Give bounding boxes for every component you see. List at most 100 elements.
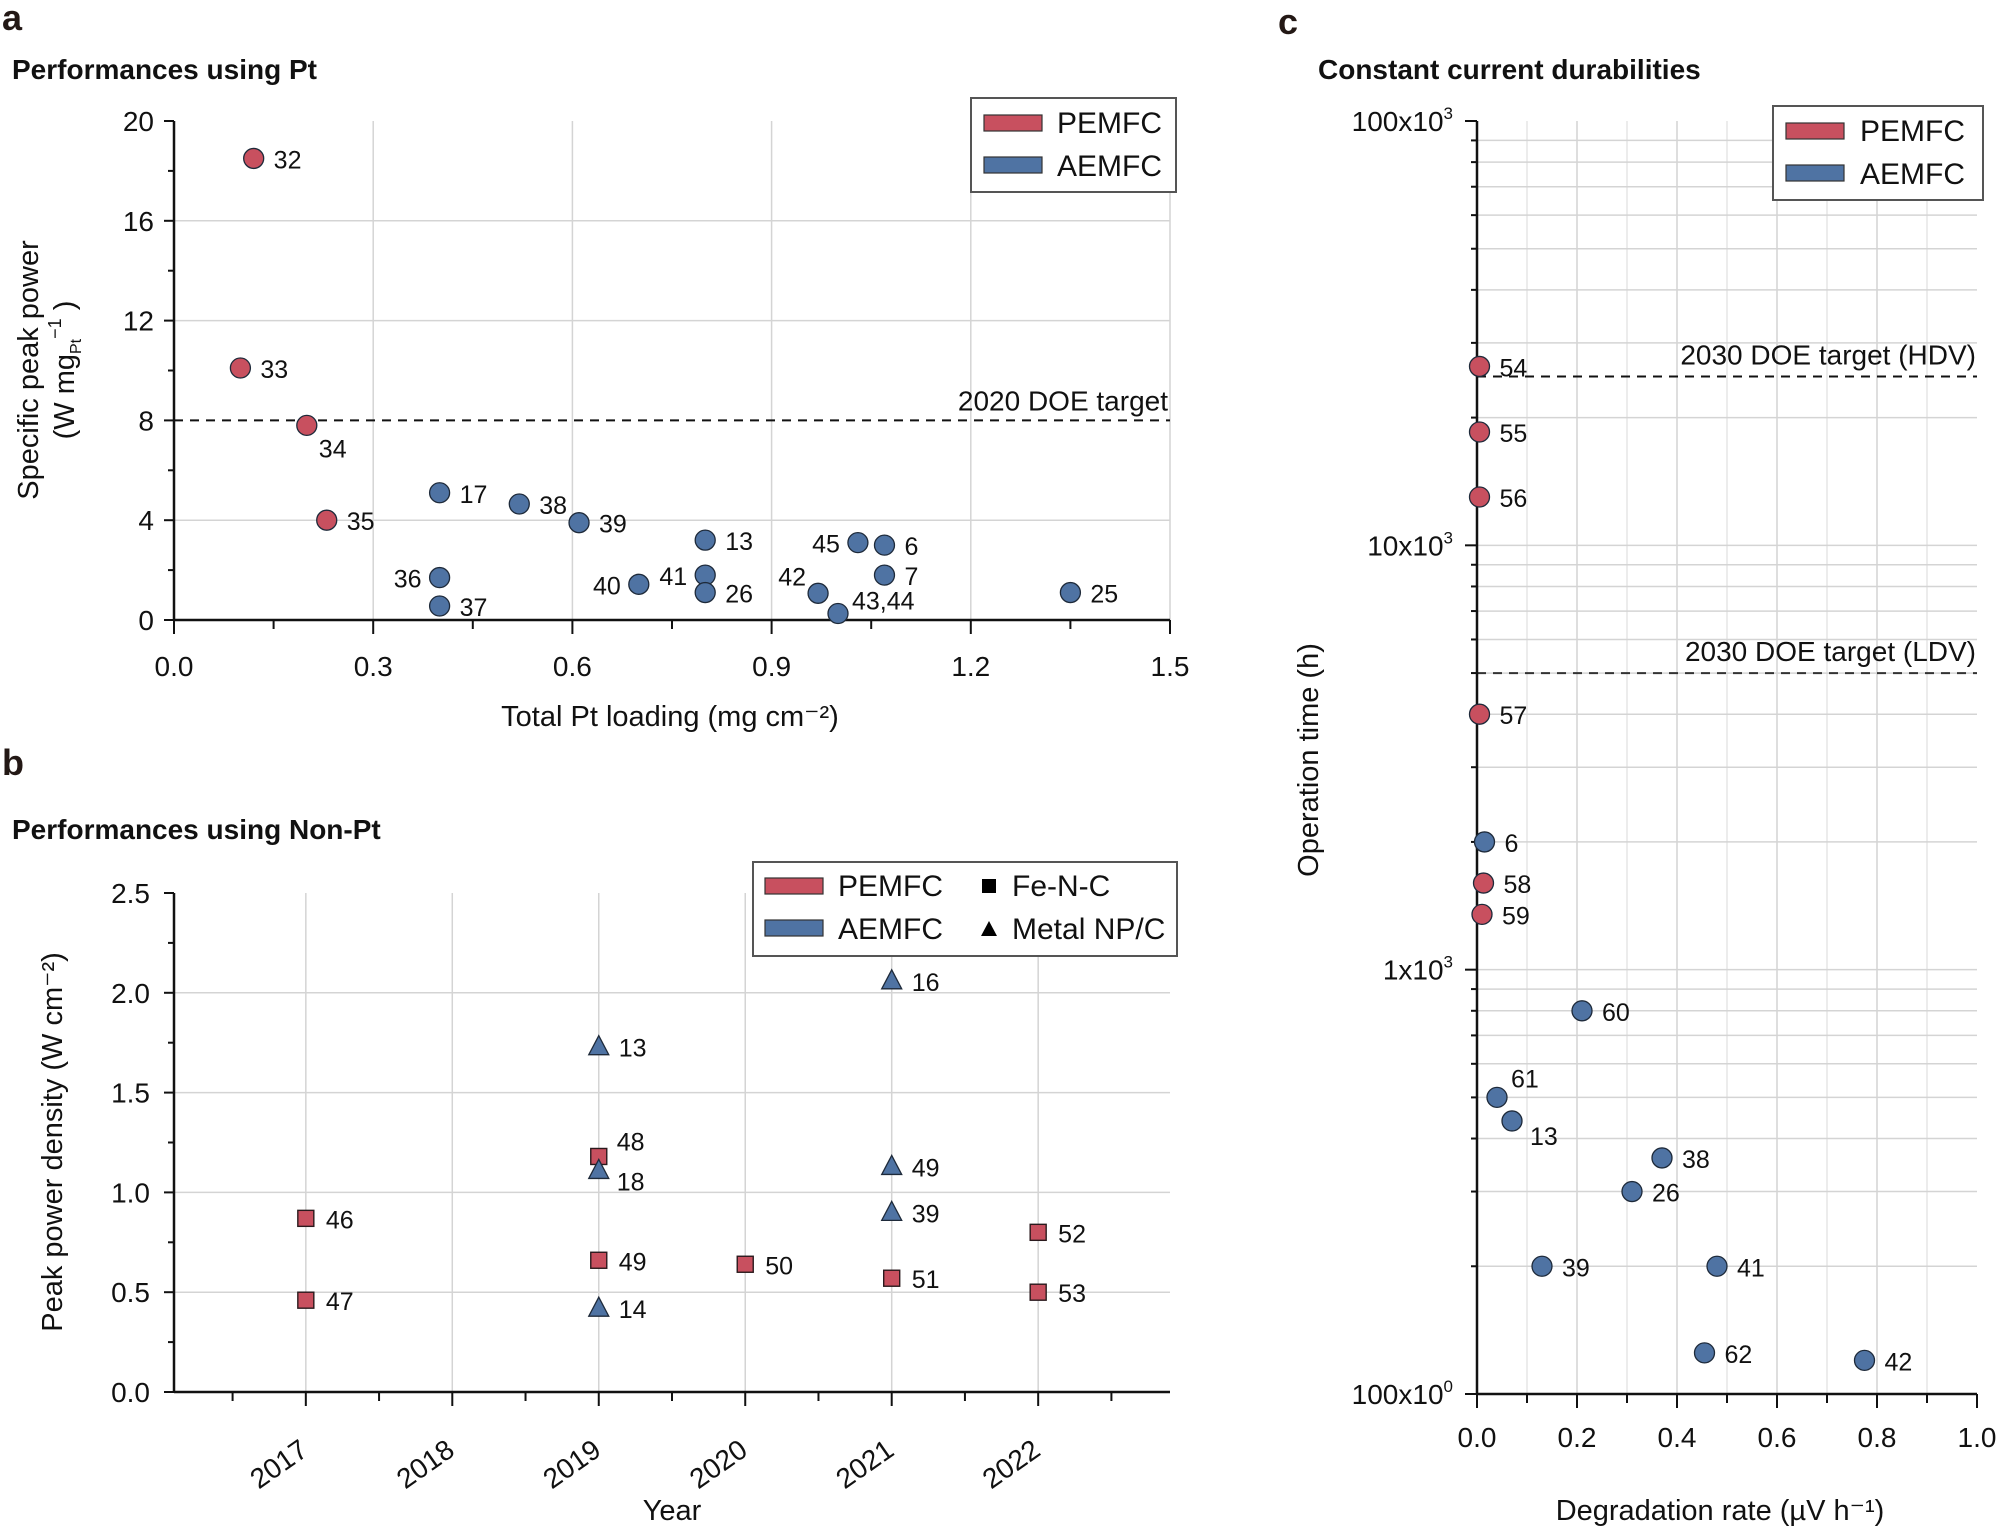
data-label: 36 <box>394 566 422 594</box>
data-label: 41 <box>1737 1254 1765 1282</box>
data-point-aemfc <box>1473 831 1496 853</box>
legend-marker-square-icon <box>982 879 996 893</box>
data-label: 18 <box>617 1168 645 1196</box>
data-label: 56 <box>1500 485 1528 513</box>
data-label: 45 <box>812 531 840 559</box>
data-label: 43,44 <box>852 588 915 616</box>
legend: PEMFC AEMFC <box>1772 105 1984 201</box>
legend-swatch-pemfc <box>1785 122 1845 140</box>
doe-target-label: 2020 DOE target <box>958 385 1168 416</box>
data-point-pemfc <box>297 1291 315 1309</box>
panel-letter-c: c <box>1278 1 1298 42</box>
x-tick-label: 0.4 <box>1658 1422 1697 1453</box>
x-axis-label: Total Pt loading (mg cm⁻²) <box>501 701 839 733</box>
y-tick-label: 2.0 <box>111 978 150 1009</box>
x-tick-label: 0.9 <box>752 651 791 682</box>
y-tick-label: 4 <box>138 505 154 536</box>
legend-swatch-pemfc <box>983 114 1043 132</box>
panel-letter-a: a <box>2 0 23 38</box>
y-axis-label-line2: (W mgPt−1 ) <box>45 301 85 440</box>
data-label: 46 <box>326 1206 354 1234</box>
y-tick-label: 100x103 <box>1352 104 1453 137</box>
y-tick-label: 0 <box>138 605 154 636</box>
legend-swatch-aemfc <box>764 919 824 937</box>
y-tick-label: 100x100 <box>1352 1377 1453 1410</box>
data-label: 39 <box>912 1200 940 1228</box>
y-tick-label: 1x103 <box>1383 953 1453 986</box>
data-point-pemfc <box>316 509 338 531</box>
legend: PEMFC AEMFC <box>970 97 1177 193</box>
legend-box <box>970 97 1177 193</box>
y-axis-label: Peak power density (W cm⁻²) <box>37 952 69 1332</box>
data-point-aemfc <box>628 573 650 595</box>
y-tick-label: 0.5 <box>111 1277 150 1308</box>
data-point-aemfc <box>694 581 716 604</box>
data-point-pemfc <box>229 357 252 379</box>
data-point-aemfc <box>1853 1349 1876 1372</box>
y-axis-label-line1: Specific peak power <box>13 240 45 500</box>
data-point-aemfc <box>587 1295 610 1317</box>
data-point-pemfc <box>1029 1283 1047 1301</box>
data-point-pemfc <box>1468 703 1491 725</box>
data-label: 7 <box>904 563 918 591</box>
legend: PEMFC AEMFC Fe-N-C Metal NP/C <box>752 861 1178 957</box>
x-tick-label: 2018 <box>391 1434 460 1495</box>
legend-marker-triangle-icon <box>981 921 997 936</box>
chart-panel-a: 2020 DOE target 0 4 8 12 16 20 0.0 0.3 0.6 0.9 1.2 1… <box>13 97 1190 733</box>
data-label: 61 <box>1511 1065 1539 1093</box>
data-point-pemfc <box>1468 421 1491 443</box>
panel-title-b: Performances using Non-Pt <box>12 814 381 845</box>
x-tick-label: 2020 <box>684 1434 753 1495</box>
x-tick-label: 1.5 <box>1151 651 1190 682</box>
y-tick-label: 16 <box>123 206 154 237</box>
data-point-aemfc <box>847 532 869 554</box>
data-label: 57 <box>1500 702 1528 730</box>
legend-label-pemfc: PEMFC <box>838 870 943 903</box>
data-label: 50 <box>765 1252 793 1280</box>
data-label: 38 <box>1682 1146 1710 1174</box>
x-tick-label: 2017 <box>244 1434 313 1495</box>
data-label: 49 <box>619 1248 647 1276</box>
legend-box <box>752 861 1178 957</box>
data-point-aemfc <box>587 1034 610 1056</box>
data-point-aemfc <box>873 564 896 586</box>
data-label: 48 <box>617 1128 645 1156</box>
x-tick-label: 2022 <box>977 1434 1046 1495</box>
data-point-aemfc <box>1571 1000 1593 1022</box>
panel-letter-b: b <box>2 742 24 783</box>
x-tick-label: 0.3 <box>354 651 393 682</box>
y-tick-label: 1.5 <box>111 1078 150 1109</box>
legend-label-pemfc: PEMFC <box>1057 107 1162 140</box>
data-label: 39 <box>599 511 627 539</box>
panel-title-a: Performances using Pt <box>12 54 317 85</box>
data-point-pemfc <box>1472 872 1495 894</box>
data-label: 49 <box>912 1154 940 1182</box>
doe-target-label-ldv: 2030 DOE target (LDV) <box>1685 636 1976 667</box>
data-point-pemfc <box>590 1251 608 1269</box>
data-point-aemfc <box>1706 1255 1728 1277</box>
data-point-pemfc <box>1029 1223 1047 1242</box>
chart-panel-b: 0.0 0.5 1.0 1.5 2.0 2.5 2017 2018 2019 2020 2021 20… <box>37 861 1178 1527</box>
data-point-pemfc <box>736 1255 754 1273</box>
data-point-pemfc <box>243 147 265 170</box>
data-label: 33 <box>260 356 288 384</box>
data-label: 39 <box>1562 1254 1590 1282</box>
data-point-pemfc <box>297 1209 315 1228</box>
data-label: 58 <box>1504 871 1532 899</box>
data-label: 55 <box>1500 420 1528 448</box>
data-label: 47 <box>326 1288 354 1316</box>
legend-swatch-pemfc <box>764 877 824 895</box>
x-tick-label: 1.0 <box>1958 1422 1997 1453</box>
x-tick-label: 2019 <box>537 1434 606 1495</box>
legend-label-fe-n-c: Fe-N-C <box>1012 870 1110 903</box>
data-point-aemfc <box>807 582 829 604</box>
data-point-pemfc <box>1471 903 1493 926</box>
x-axis-label: Year <box>643 1495 702 1527</box>
legend-label-aemfc: AEMFC <box>838 913 943 946</box>
legend-label-aemfc: AEMFC <box>1057 150 1162 183</box>
data-point-aemfc <box>1501 1110 1523 1132</box>
data-label: 53 <box>1058 1280 1086 1308</box>
data-label: 62 <box>1725 1341 1753 1369</box>
data-label: 14 <box>619 1296 647 1324</box>
